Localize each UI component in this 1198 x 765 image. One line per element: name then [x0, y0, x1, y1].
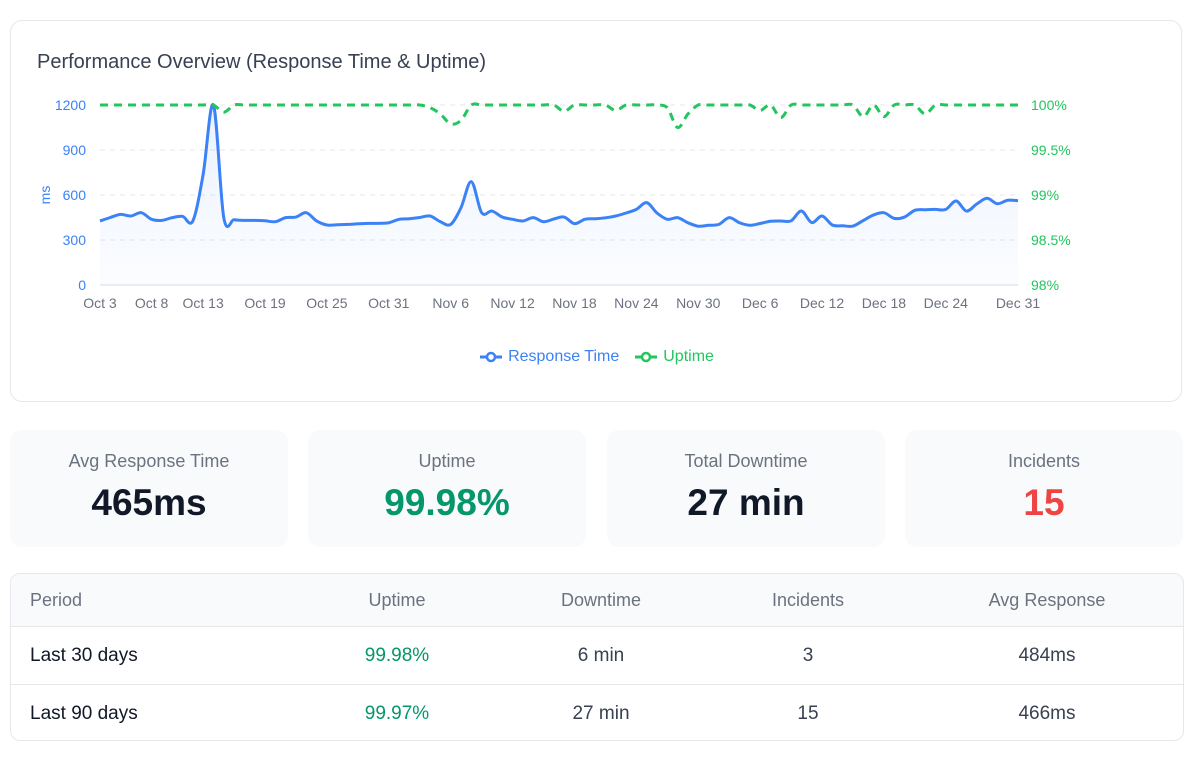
x-tick-label: Oct 3 — [83, 295, 117, 311]
y-tick-label: 0 — [78, 277, 86, 293]
cell-avg-response: 466ms — [1018, 702, 1076, 724]
y-axis-label: ms — [37, 186, 53, 205]
stat-label: Incidents — [1007, 451, 1081, 471]
y2-tick-label: 99% — [1031, 187, 1059, 203]
header-downtime: Downtime — [560, 589, 642, 610]
table-row: Last 30 days 99.98% 6 min 3 484ms — [11, 626, 1183, 684]
cell-avg-response: 484ms — [1018, 644, 1076, 666]
stat-value: 99.98% — [384, 482, 510, 523]
stat-total-downtime: Total Downtime 27 min — [607, 430, 885, 547]
x-tick-label: Nov 12 — [490, 295, 535, 311]
stat-value: 27 min — [687, 482, 805, 523]
y2-tick-label: 98% — [1031, 277, 1059, 293]
x-tick-label: Nov 30 — [676, 295, 721, 311]
line-marker-icon — [635, 351, 658, 363]
header-uptime: Uptime — [368, 589, 426, 610]
chart-legend: Response Time Uptime — [11, 348, 1183, 366]
x-tick-label: Nov 6 — [432, 295, 469, 311]
cell-incidents: 15 — [797, 702, 819, 724]
table-header: Period Uptime Downtime Incidents Avg Res… — [11, 574, 1183, 626]
cell-period: Last 90 days — [30, 702, 138, 724]
performance-chart-card: Performance Overview (Response Time & Up… — [10, 20, 1182, 402]
cell-uptime: 99.98% — [364, 644, 430, 666]
y-tick-label: 900 — [63, 142, 87, 158]
response-time-area — [100, 104, 1018, 285]
y-tick-label: 1200 — [55, 97, 86, 113]
chart-title: Performance Overview (Response Time & Up… — [37, 51, 487, 73]
y-tick-label: 300 — [63, 232, 87, 248]
line-marker-icon — [480, 351, 503, 363]
legend-response-time[interactable]: Response Time — [480, 348, 619, 366]
x-tick-label: Oct 31 — [368, 295, 409, 311]
x-tick-label: Oct 25 — [306, 295, 347, 311]
x-tick-label: Dec 6 — [742, 295, 779, 311]
x-tick-label: Dec 12 — [800, 295, 845, 311]
performance-chart: 0 98% 300 98.5% 600 99% 900 99.5% 1200 100% ms Oct … — [37, 97, 1071, 311]
cell-downtime: 27 min — [572, 702, 630, 724]
y2-tick-label: 98.5% — [1031, 232, 1071, 248]
x-tick-label: Oct 19 — [244, 295, 285, 311]
table-row: Last 90 days 99.97% 27 min 15 466ms — [11, 684, 1183, 740]
y2-tick-label: 100% — [1031, 97, 1067, 113]
header-incidents: Incidents — [771, 589, 845, 610]
x-tick-label: Dec 18 — [862, 295, 907, 311]
stat-value: 15 — [1023, 482, 1065, 523]
y-tick-label: 600 — [63, 187, 87, 203]
x-tick-label: Nov 18 — [552, 295, 597, 311]
legend-label: Response Time — [508, 348, 620, 365]
cell-downtime: 6 min — [577, 644, 625, 666]
legend-uptime[interactable]: Uptime — [635, 348, 714, 366]
x-tick-label: Nov 24 — [614, 295, 659, 311]
stat-uptime: Uptime 99.98% — [308, 430, 586, 547]
uptime-line — [100, 102, 1018, 129]
x-tick-label: Dec 24 — [924, 295, 969, 311]
cell-incidents: 3 — [802, 644, 814, 666]
stat-incidents: Incidents 15 — [905, 430, 1183, 547]
stat-label: Uptime — [418, 451, 476, 471]
cell-period: Last 30 days — [30, 644, 138, 666]
stat-label: Total Downtime — [684, 451, 808, 471]
cell-uptime: 99.97% — [364, 702, 430, 724]
header-avg-response: Avg Response — [988, 589, 1106, 610]
x-tick-label: Oct 13 — [183, 295, 224, 311]
x-tick-label: Oct 8 — [135, 295, 169, 311]
response-time-line — [99, 103, 1019, 229]
uptime-summary-table: Period Uptime Downtime Incidents Avg Res… — [10, 573, 1184, 741]
stat-value: 465ms — [91, 482, 207, 523]
x-tick-label: Dec 31 — [996, 295, 1041, 311]
stat-label: Avg Response Time — [68, 451, 230, 471]
y2-tick-label: 99.5% — [1031, 142, 1071, 158]
header-period: Period — [30, 589, 83, 610]
stat-avg-response-time: Avg Response Time 465ms — [10, 430, 288, 547]
legend-label: Uptime — [663, 348, 714, 365]
